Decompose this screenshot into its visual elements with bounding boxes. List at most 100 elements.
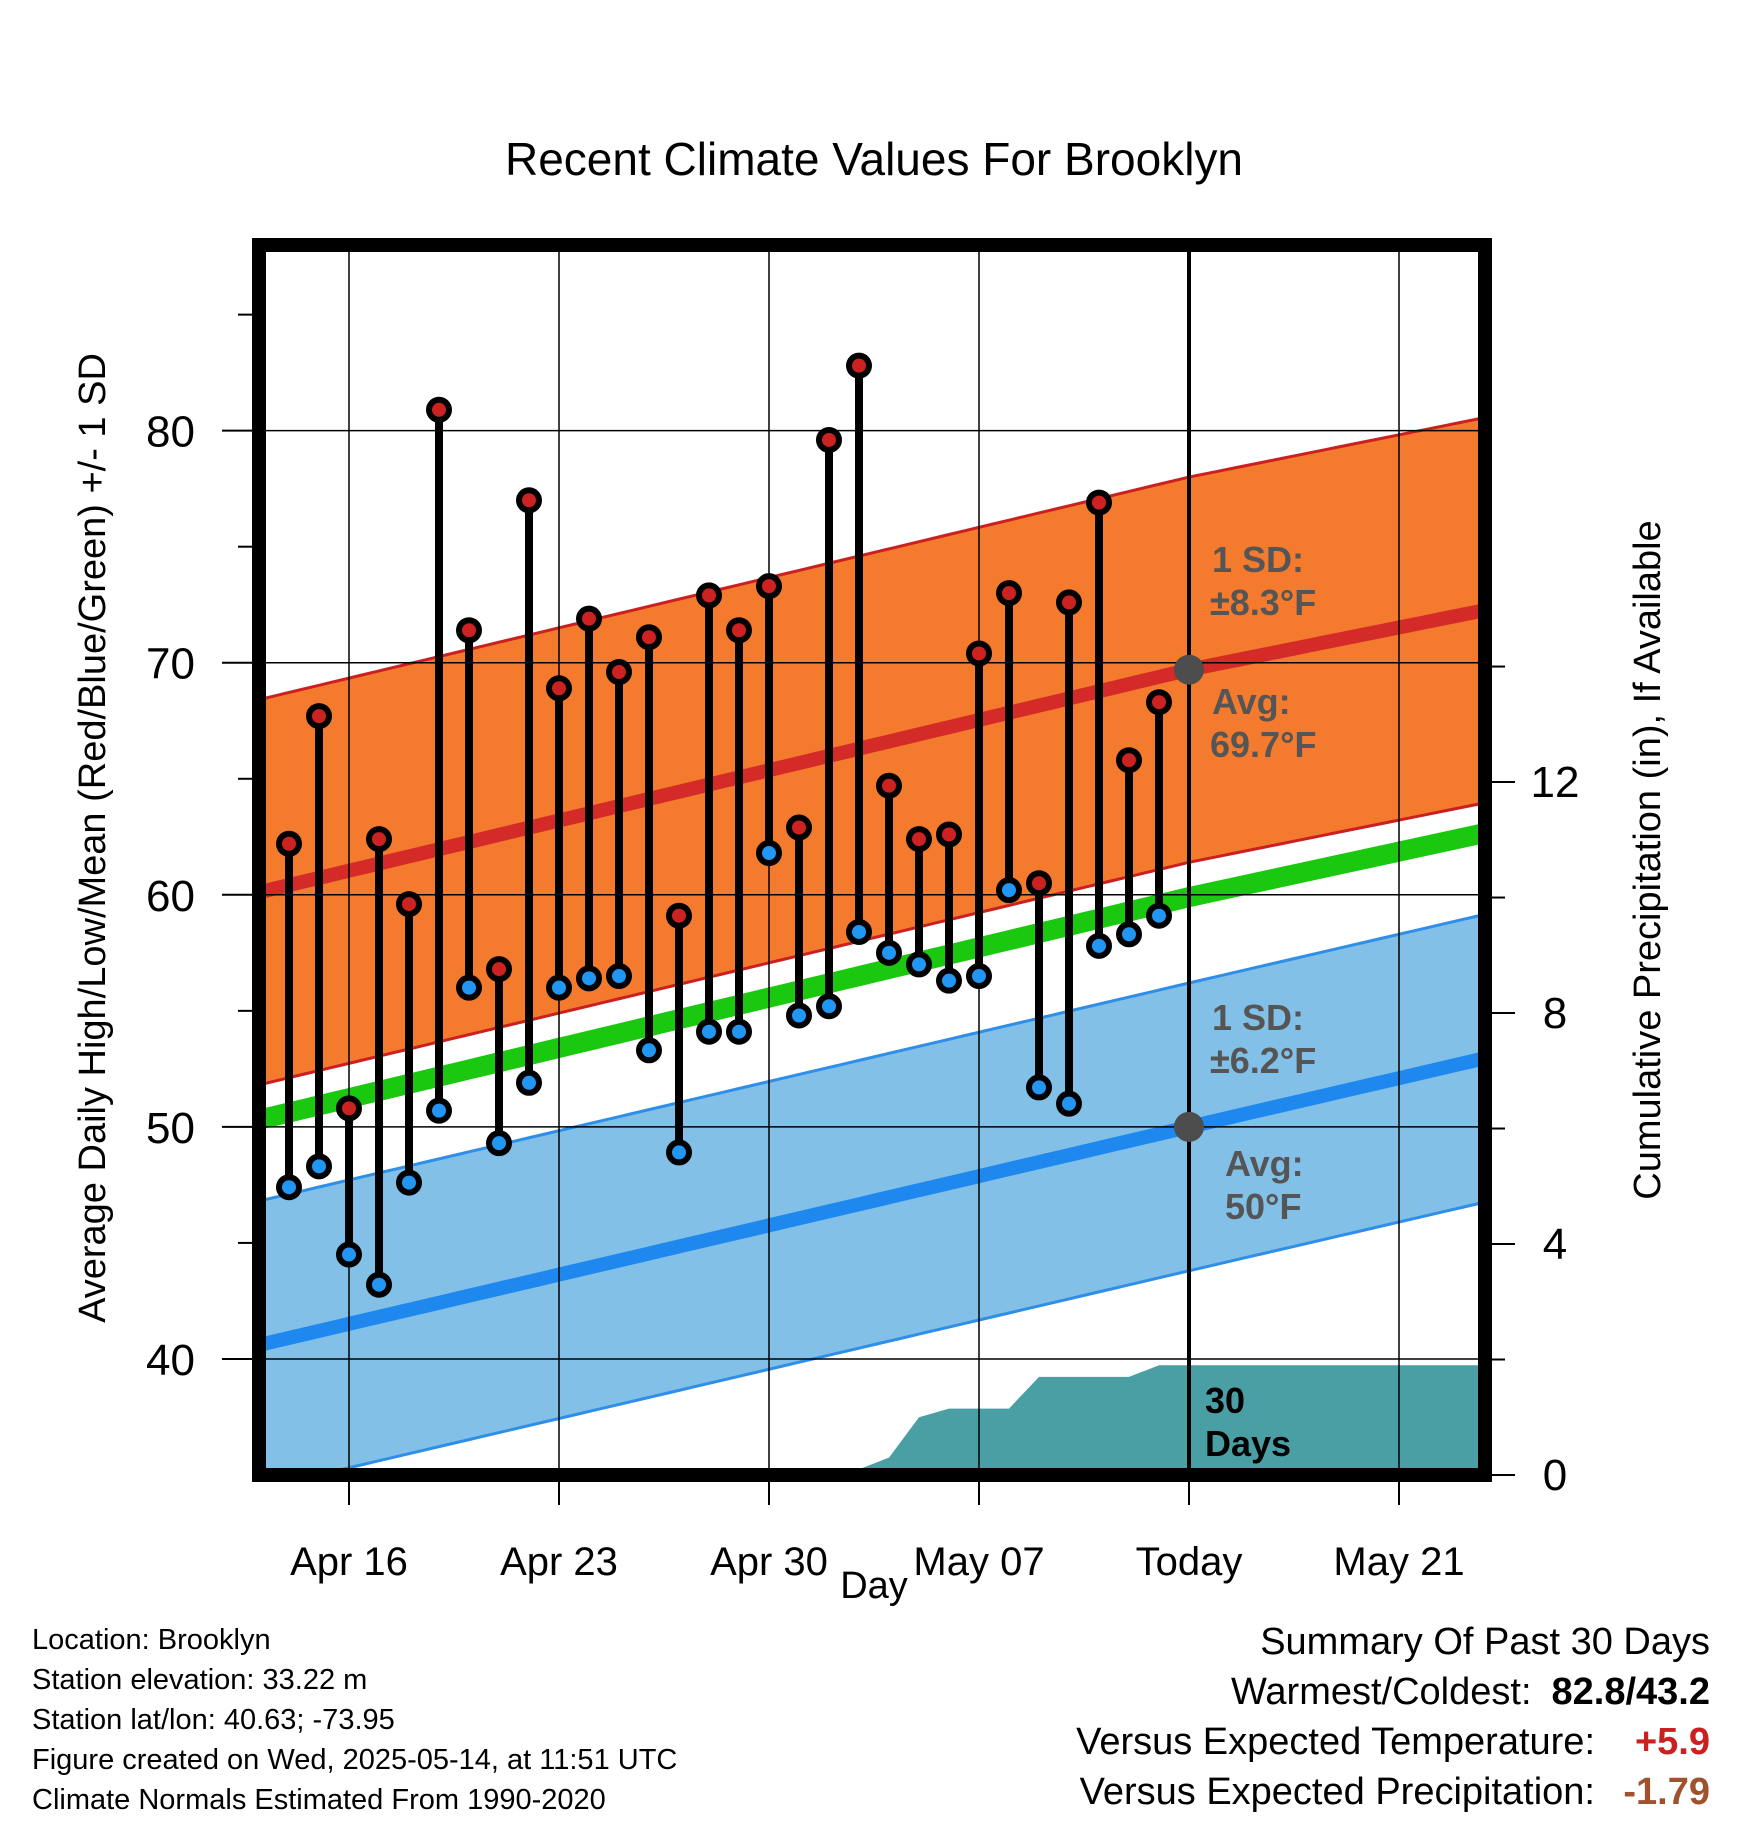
climate-chart: 40 50 60 70 80 0 4 8 12 Apr 16 Apr 23 Apr 30 May 07 T… — [72, 133, 1669, 1607]
plot-area — [259, 245, 1485, 1475]
high-point — [486, 956, 512, 983]
high-point — [426, 396, 452, 423]
y2-tick-label: 12 — [1531, 758, 1580, 807]
low-point — [816, 993, 842, 1020]
high-point — [1086, 489, 1112, 516]
latlon-text: Station lat/lon: 40.63; -73.95 — [32, 1704, 395, 1736]
low-point — [756, 840, 782, 867]
high-point — [306, 703, 332, 730]
high-point — [516, 487, 542, 514]
summary-title: Summary Of Past 30 Days — [1260, 1621, 1710, 1663]
precip-area — [259, 1365, 1485, 1475]
y2-axis-label: Cumulative Precipitation (in), If Availa… — [1627, 520, 1669, 1199]
high-point — [636, 624, 662, 651]
high-point — [456, 617, 482, 644]
precip-value: -1.79 — [1623, 1771, 1710, 1813]
precip-days-label-2: Days — [1205, 1423, 1291, 1464]
low-point — [666, 1139, 692, 1166]
low-point — [1116, 921, 1142, 948]
high-point — [756, 573, 782, 600]
high-band-lower-edge — [259, 801, 1485, 1087]
low-point — [996, 877, 1022, 904]
plot-clip-group — [259, 245, 1485, 1475]
elevation-text: Station elevation: 33.22 m — [32, 1664, 368, 1696]
high-point — [1056, 589, 1082, 616]
y-tick-label: 70 — [146, 640, 195, 689]
summary-precip-row: Versus Expected Precipitation: -1.79 — [1076, 1767, 1710, 1817]
low-point — [1146, 902, 1172, 929]
y2-tick-label: 8 — [1543, 989, 1567, 1038]
high-point — [276, 830, 302, 857]
high-avg-label: Avg: — [1212, 681, 1291, 722]
low-avg-value: 50°F — [1225, 1186, 1301, 1227]
precip-label: Versus Expected Precipitation: — [1079, 1771, 1595, 1813]
axis-layer: 40 50 60 70 80 0 4 8 12 Apr 16 Apr 23 Apr 30 May 07 T… — [146, 238, 1580, 1584]
chart-title: Recent Climate Values For Brooklyn — [505, 133, 1243, 185]
created-text: Figure created on Wed, 2025-05-14, at 11… — [32, 1744, 678, 1776]
high-point — [1116, 747, 1142, 774]
x-tick-label: Apr 30 — [710, 1540, 828, 1584]
temp-label: Versus Expected Temperature: — [1076, 1721, 1595, 1763]
low-point — [636, 1037, 662, 1064]
summary-warm-row: Warmest/Coldest: 82.8/43.2 — [1076, 1667, 1710, 1717]
high-point — [966, 640, 992, 667]
low-point — [846, 918, 872, 945]
low-point — [906, 951, 932, 978]
x-axis-label: Day — [840, 1565, 908, 1607]
summary-temp-row: Versus Expected Temperature: +5.9 — [1076, 1717, 1710, 1767]
low-point — [306, 1153, 332, 1180]
today-low-avg-dot — [1174, 1111, 1204, 1142]
high-point — [906, 826, 932, 853]
low-point — [1026, 1074, 1052, 1101]
low-point — [396, 1169, 422, 1196]
y-tick-label: 60 — [146, 872, 195, 921]
temp-value: +5.9 — [1634, 1721, 1710, 1763]
low-point — [726, 1018, 752, 1045]
station-info: Location: Brooklyn Station elevation: 33… — [32, 1620, 677, 1820]
high-avg-value: 69.7°F — [1210, 724, 1316, 765]
low-point — [876, 939, 902, 966]
x-tick-label: Apr 16 — [290, 1540, 408, 1584]
low-sd-label: 1 SD: — [1212, 997, 1304, 1038]
x-tick-label: Apr 23 — [500, 1540, 618, 1584]
high-point — [786, 814, 812, 841]
plot-frame — [252, 238, 1492, 1482]
low-point — [426, 1097, 452, 1124]
high-point — [576, 605, 602, 632]
low-point — [1056, 1090, 1082, 1117]
warm-value: 82.8/43.2 — [1551, 1671, 1710, 1713]
low-point — [696, 1018, 722, 1045]
high-point — [936, 821, 962, 848]
high-point — [396, 891, 422, 918]
low-point — [546, 974, 572, 1001]
high-point — [696, 582, 722, 609]
summary-panel: Summary Of Past 30 Days Warmest/Coldest:… — [1076, 1617, 1710, 1817]
high-point — [606, 659, 632, 686]
low-point — [366, 1271, 392, 1298]
high-point — [546, 675, 572, 702]
precip-days-label-1: 30 — [1205, 1380, 1245, 1421]
today-high-avg-dot — [1174, 654, 1204, 685]
low-point — [786, 1002, 812, 1029]
low-point — [966, 963, 992, 990]
high-band-upper-edge — [259, 416, 1485, 702]
low-avg-label: Avg: — [1225, 1143, 1304, 1184]
low-point — [606, 963, 632, 990]
low-point — [456, 974, 482, 1001]
high-point — [816, 426, 842, 453]
low-band-lower-edge — [311, 1200, 1485, 1475]
high-point — [666, 902, 692, 929]
y2-tick-label: 0 — [1543, 1451, 1567, 1500]
x-tick-label: May 07 — [913, 1540, 1044, 1584]
low-point — [1086, 932, 1112, 959]
high-point — [336, 1095, 362, 1122]
low-avg-line — [259, 1051, 1485, 1353]
location-text: Location: Brooklyn — [32, 1624, 271, 1656]
x-tick-label: May 21 — [1333, 1540, 1464, 1584]
high-point — [726, 617, 752, 644]
y-tick-label: 40 — [146, 1336, 195, 1385]
mean-line — [259, 822, 1485, 1130]
high-point — [876, 772, 902, 799]
low-point — [486, 1130, 512, 1157]
